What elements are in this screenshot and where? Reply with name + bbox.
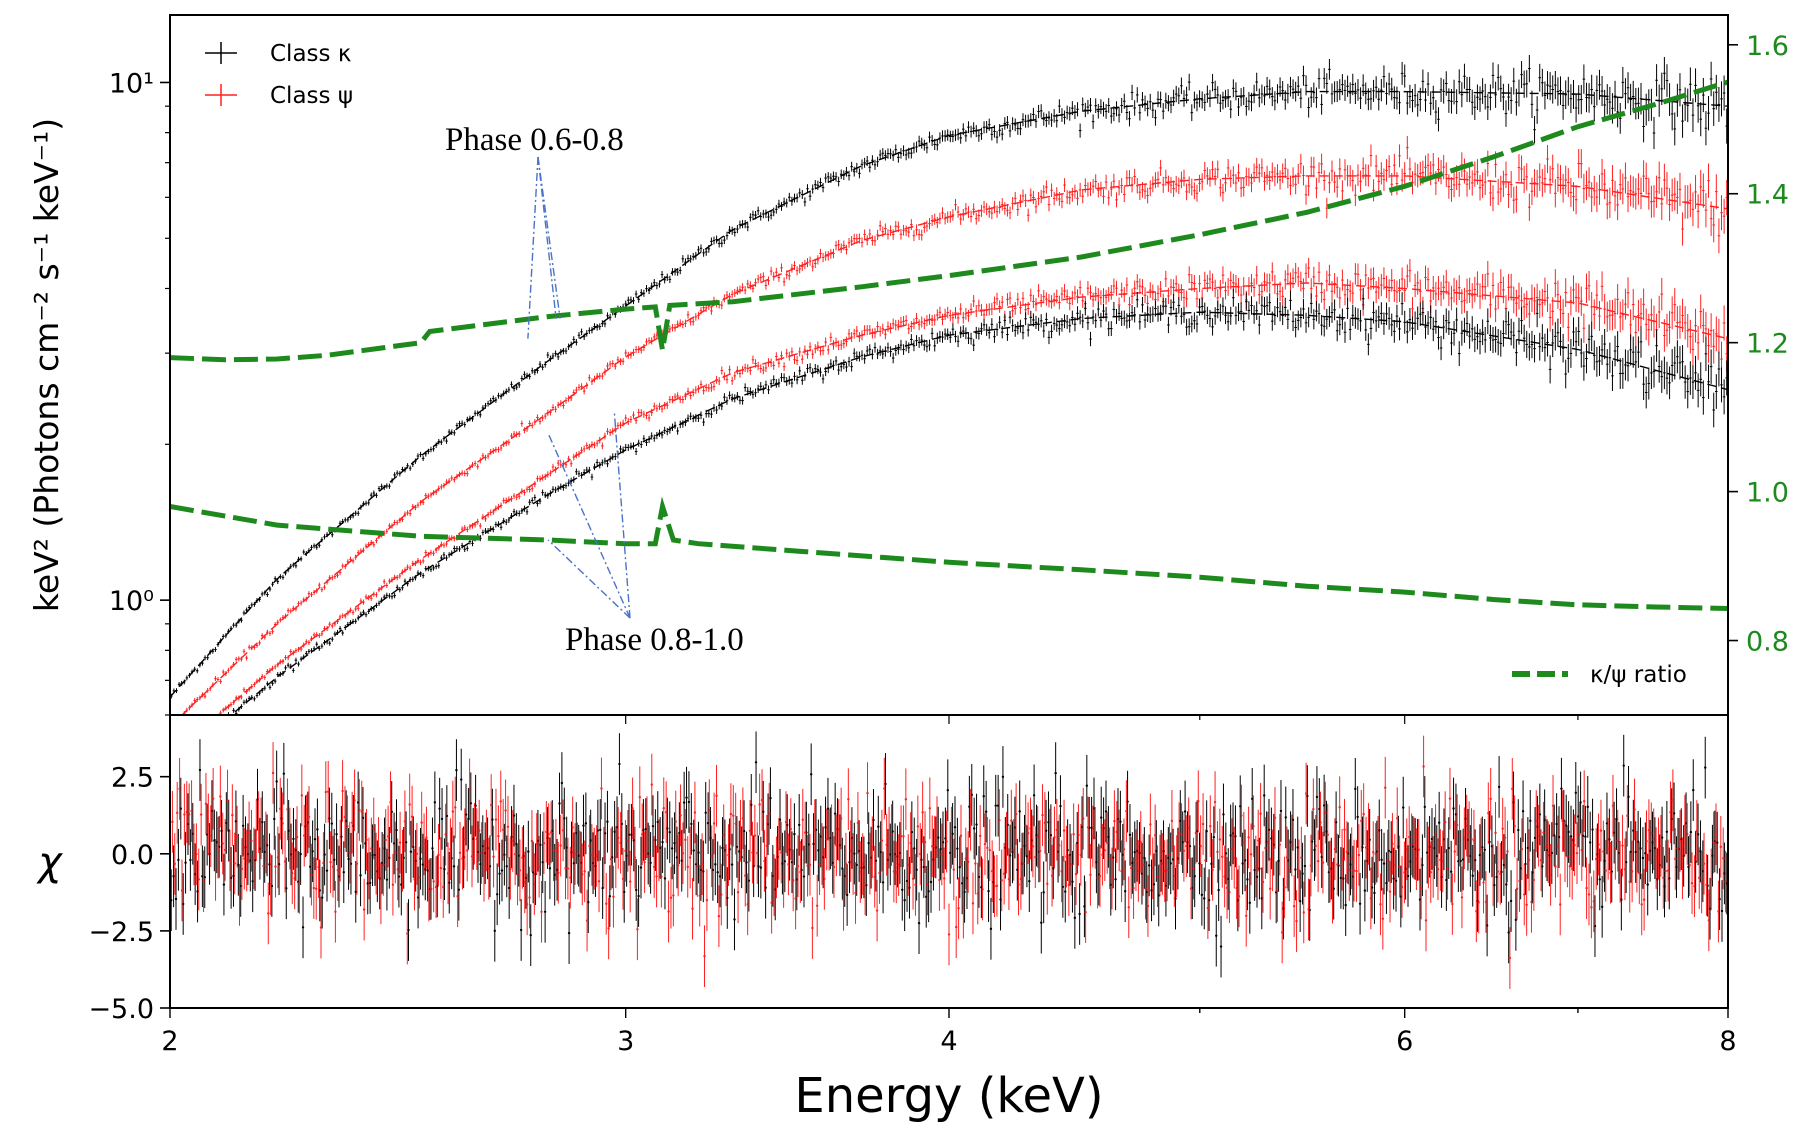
residual-point: [285, 887, 288, 890]
residual-point: [265, 844, 269, 847]
residual-point: [292, 837, 295, 841]
spectrum-series-4: [225, 287, 1728, 715]
residual-point: [203, 876, 206, 879]
residual-point: [237, 863, 240, 866]
residual-point: [251, 880, 254, 883]
spectrum-y-axis-label: keV² (Photons cm⁻² s⁻¹ keV⁻¹): [27, 118, 66, 612]
residual-point: [249, 859, 252, 862]
residual-point: [287, 829, 290, 833]
residual-point: [273, 817, 276, 821]
residual-point: [229, 876, 233, 880]
annotation-pointer: [537, 156, 557, 319]
residual-point: [311, 850, 314, 853]
residual-point: [277, 862, 281, 866]
residual-point: [256, 798, 259, 801]
residual-point: [210, 809, 214, 813]
ratio-curve-2: [170, 496, 1728, 611]
spectrum-series-2: [178, 136, 1728, 715]
residual-point: [289, 853, 293, 856]
residual-point: [220, 829, 223, 833]
phase-annotations: Phase 0.6-0.8 Phase 0.8-1.0: [445, 122, 744, 658]
residual-point: [246, 852, 250, 856]
residual-point: [299, 852, 302, 856]
annotation-pointer: [547, 433, 631, 619]
legend-entry-class-kappa: Class κ: [205, 41, 351, 67]
spectrum-panel: Phase 0.6-0.8 Phase 0.8-1.0 10⁰ 10¹ 0.8 1.0…: [27, 14, 1789, 724]
spectrum-series-1: [170, 54, 1728, 699]
ratio-tick-label: 1.6: [1746, 31, 1789, 62]
residual-point: [208, 852, 211, 856]
annotation-phase-0-6-0-8: Phase 0.6-0.8: [445, 122, 624, 158]
spectrum-data: [170, 54, 1728, 715]
residual-point: [282, 772, 286, 775]
spectrum-model-line: [170, 90, 1728, 698]
residual-point: [172, 875, 175, 878]
residual-point: [174, 897, 178, 901]
residual-point: [201, 875, 204, 878]
residual-point: [263, 850, 266, 854]
legend-label-ratio: κ/ψ ratio: [1590, 662, 1687, 688]
spectrum-model-line: [229, 311, 1728, 715]
residual-point: [280, 817, 283, 820]
residual-point: [318, 889, 322, 892]
residual-point: [275, 780, 278, 783]
annotation-phase-0-8-1-0: Phase 0.8-1.0: [565, 622, 744, 658]
spectrum-model-line: [217, 282, 1728, 715]
residual-point: [261, 820, 264, 824]
residual-point: [179, 807, 182, 810]
right-y-ticks: 0.8 1.0 1.2 1.4 1.6: [1728, 31, 1789, 658]
residual-point: [196, 890, 199, 893]
residual-point: [225, 821, 228, 825]
residual-point: [301, 926, 305, 929]
ratio-curves: [170, 79, 1728, 611]
residual-point: [222, 883, 226, 886]
residual-point: [215, 841, 218, 844]
ratio-tick-label: 0.8: [1746, 627, 1789, 658]
left-y-ticks: 10⁰ 10¹: [109, 68, 170, 716]
y-tick-label: 10⁰: [109, 586, 154, 617]
ratio-curve-1: [170, 79, 1728, 363]
residual-point: [181, 902, 185, 906]
annotation-pointer: [527, 156, 539, 339]
residual-point: [191, 832, 194, 835]
residual-point: [193, 872, 197, 876]
ratio-legend: κ/ψ ratio: [1512, 662, 1687, 688]
ratio-tick-label: 1.2: [1746, 329, 1789, 360]
residual-point: [241, 824, 245, 827]
annotation-pointer: [547, 539, 631, 619]
residual-point: [313, 838, 317, 841]
residual-point: [198, 768, 202, 772]
ratio-tick-label: 1.4: [1746, 180, 1789, 211]
legend-label-class-kappa: Class κ: [270, 41, 351, 67]
residual-point: [205, 833, 209, 836]
residual-point: [189, 858, 192, 862]
legend-label-class-psi: Class ψ: [270, 83, 353, 109]
residual-point: [321, 896, 324, 899]
residual-point: [234, 820, 238, 823]
residual-point: [213, 839, 216, 842]
residual-point: [184, 861, 187, 864]
residual-data: [170, 731, 1728, 989]
residual-point: [294, 848, 298, 852]
residual-point: [239, 884, 242, 888]
residual-point: [258, 847, 262, 850]
spectrum-model-line: [181, 175, 1728, 715]
residual-point: [306, 821, 310, 824]
y-tick-label: 10¹: [109, 68, 154, 99]
residual-point: [177, 858, 180, 862]
residual-point: [309, 865, 312, 868]
residual-point: [244, 846, 247, 849]
ratio-tick-label: 1.0: [1746, 478, 1789, 509]
legend-entry-class-psi: Class ψ: [205, 83, 353, 109]
residual-point: [186, 822, 190, 826]
annotation-pointer: [613, 412, 631, 619]
residual-point: [316, 828, 319, 831]
legend: Class κ Class ψ: [205, 41, 353, 109]
residual-point: [253, 858, 257, 862]
residual-point: [232, 874, 235, 878]
residual-point: [268, 863, 271, 866]
residual-point: [227, 829, 230, 832]
